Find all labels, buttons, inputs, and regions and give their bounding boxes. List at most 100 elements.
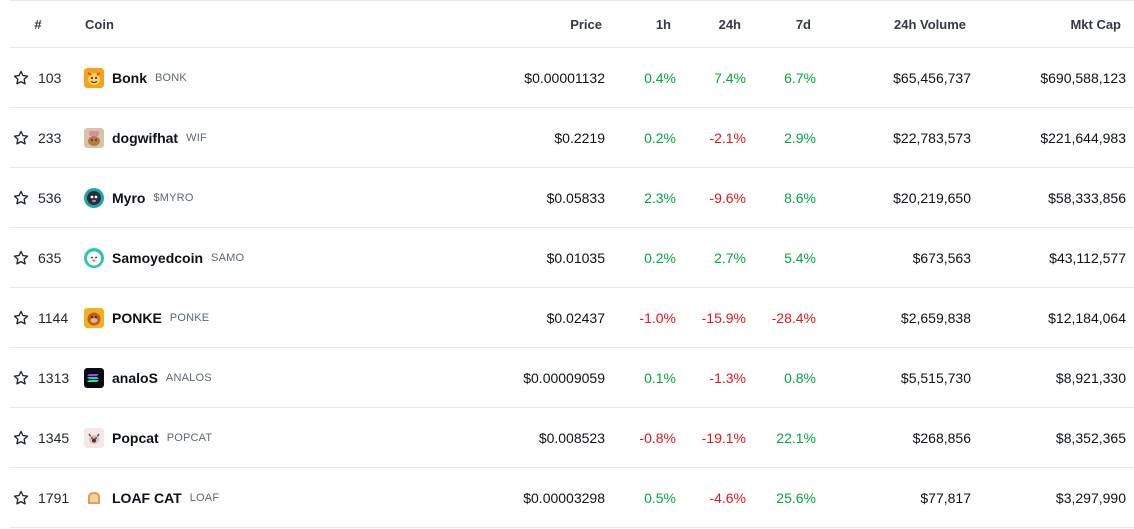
change-7d: 8.6%	[784, 189, 816, 206]
market-cap: $43,112,577	[1049, 249, 1126, 266]
myro-logo-icon	[84, 187, 104, 208]
header-price[interactable]: Price	[570, 16, 602, 32]
coin-price: $0.2219	[554, 129, 605, 146]
coin-rank: 1144	[38, 309, 69, 326]
change-1h: 0.4%	[644, 69, 676, 86]
volume-24h: $22,783,573	[893, 129, 971, 146]
market-cap: $3,297,990	[1055, 489, 1126, 506]
table-row[interactable]: 536 Myro $MYRO $0.05833 2.3% -9.6% 8.6% …	[10, 168, 1134, 228]
favorite-star-button[interactable]	[12, 408, 32, 467]
star-icon[interactable]	[12, 309, 30, 327]
table-row[interactable]: 1345 Popcat POPCAT $0.008523 -0.8% -19.1…	[10, 408, 1134, 468]
coin-price: $0.01035	[546, 249, 605, 266]
favorite-star-button[interactable]	[12, 228, 32, 287]
change-7d: 2.9%	[784, 129, 816, 146]
favorite-star-button[interactable]	[12, 288, 32, 347]
volume-24h: $268,856	[912, 429, 971, 446]
change-7d: 25.6%	[776, 489, 816, 506]
analos-logo-icon	[84, 367, 104, 388]
change-1h: 0.1%	[644, 369, 676, 386]
table-body: 103 Bonk BONK $0.00001132 0.4% 7.4% 6.7%…	[10, 48, 1134, 528]
coin-name[interactable]: dogwifhat	[112, 129, 179, 146]
coin-link[interactable]: LOAF CAT LOAF	[84, 468, 464, 527]
change-7d: 22.1%	[776, 429, 816, 446]
change-1h: -1.0%	[639, 309, 676, 326]
coin-name[interactable]: LOAF CAT	[112, 489, 182, 506]
market-cap: $58,333,856	[1048, 189, 1126, 206]
coin-link[interactable]: PONKE PONKE	[84, 288, 464, 347]
volume-24h: $2,659,838	[900, 309, 971, 326]
star-icon[interactable]	[12, 189, 30, 207]
coin-rank: 1313	[38, 369, 70, 386]
change-24h: -2.1%	[709, 129, 746, 146]
change-24h: -4.6%	[709, 489, 746, 506]
table-row[interactable]: 103 Bonk BONK $0.00001132 0.4% 7.4% 6.7%…	[10, 48, 1134, 108]
header-mkt-cap[interactable]: Mkt Cap	[1070, 16, 1121, 32]
header-coin[interactable]: Coin	[85, 16, 114, 32]
coin-name[interactable]: Popcat	[112, 429, 159, 446]
ponke-logo-icon	[84, 307, 104, 328]
coin-link[interactable]: Samoyedcoin SAMO	[84, 228, 464, 287]
star-icon[interactable]	[12, 369, 30, 387]
market-cap: $8,921,330	[1055, 369, 1126, 386]
coin-name[interactable]: Bonk	[112, 69, 147, 86]
favorite-star-button[interactable]	[12, 48, 32, 107]
coin-price: $0.008523	[538, 429, 605, 446]
coin-link[interactable]: dogwifhat WIF	[84, 108, 464, 167]
change-1h: -0.8%	[639, 429, 676, 446]
coin-symbol: LOAF	[189, 491, 220, 504]
coin-symbol: POPCAT	[166, 431, 213, 444]
header-24h-volume[interactable]: 24h Volume	[893, 16, 966, 32]
coin-name[interactable]: Myro	[112, 189, 146, 206]
samoyedcoin-logo-icon	[84, 247, 104, 268]
coin-link[interactable]: Myro $MYRO	[84, 168, 464, 227]
star-icon[interactable]	[12, 429, 30, 447]
coin-rank: 233	[38, 129, 62, 146]
coin-link[interactable]: Popcat POPCAT	[84, 408, 464, 467]
table-row[interactable]: 1313 analoS ANALOS $0.00009059 0.1% -1.3…	[10, 348, 1134, 408]
change-7d: -28.4%	[771, 309, 816, 326]
change-7d: 0.8%	[784, 369, 816, 386]
star-icon[interactable]	[12, 129, 30, 147]
header-24h[interactable]: 24h	[718, 16, 741, 32]
favorite-star-button[interactable]	[12, 468, 32, 527]
volume-24h: $77,817	[920, 489, 971, 506]
volume-24h: $5,515,730	[900, 369, 971, 386]
favorite-star-button[interactable]	[12, 348, 32, 407]
coin-symbol: BONK	[155, 71, 187, 84]
change-1h: 0.2%	[644, 249, 676, 266]
table-row[interactable]: 1791 LOAF CAT LOAF $0.00003298 0.5% -4.6…	[10, 468, 1134, 528]
coin-price: $0.00009059	[523, 369, 605, 386]
table-row[interactable]: 635 Samoyedcoin SAMO $0.01035 0.2% 2.7% …	[10, 228, 1134, 288]
change-24h: 2.7%	[714, 249, 746, 266]
change-7d: 6.7%	[784, 69, 816, 86]
coin-rank: 1345	[38, 429, 70, 446]
header-1h[interactable]: 1h	[655, 16, 671, 32]
favorite-star-button[interactable]	[12, 108, 32, 167]
header-rank[interactable]: #	[34, 16, 42, 32]
coin-name[interactable]: PONKE	[112, 309, 162, 326]
star-icon[interactable]	[12, 69, 30, 87]
market-cap: $8,352,365	[1055, 429, 1126, 446]
table-row[interactable]: 233 dogwifhat WIF $0.2219 0.2% -2.1% 2.9…	[10, 108, 1134, 168]
coin-name[interactable]: Samoyedcoin	[112, 249, 204, 266]
table-row[interactable]: 1144 PONKE PONKE $0.02437 -1.0% -15.9% -…	[10, 288, 1134, 348]
change-24h: 7.4%	[714, 69, 746, 86]
market-cap: $221,644,983	[1040, 129, 1126, 146]
star-icon[interactable]	[12, 489, 30, 507]
popcat-logo-icon	[84, 427, 104, 448]
coin-symbol: WIF	[186, 131, 207, 144]
favorite-star-button[interactable]	[12, 168, 32, 227]
change-24h: -19.1%	[701, 429, 746, 446]
dogwifhat-logo-icon	[84, 127, 104, 148]
change-24h: -1.3%	[709, 369, 746, 386]
coin-price: $0.05833	[546, 189, 605, 206]
coin-link[interactable]: analoS ANALOS	[84, 348, 464, 407]
change-1h: 2.3%	[644, 189, 676, 206]
star-icon[interactable]	[12, 249, 30, 267]
coin-symbol: $MYRO	[153, 191, 194, 204]
volume-24h: $20,219,650	[893, 189, 971, 206]
coin-name[interactable]: analoS	[112, 369, 158, 386]
header-7d[interactable]: 7d	[795, 16, 811, 32]
coin-link[interactable]: Bonk BONK	[84, 48, 464, 107]
